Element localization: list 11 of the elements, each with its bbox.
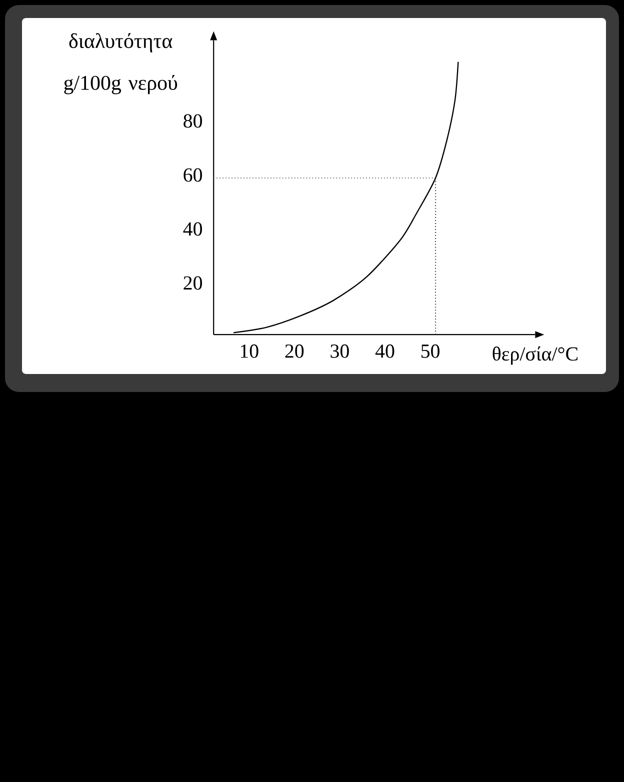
x-tick-label: 40 <box>375 344 394 358</box>
x-axis-title: θερ/σία/°C <box>492 346 578 365</box>
x-tick-label: 10 <box>240 344 258 358</box>
y-axis-title: διαλυτότητα g/100g νερού <box>64 33 178 94</box>
x-tick-label: 50 <box>421 344 440 358</box>
x-tick-label: 20 <box>285 344 304 358</box>
y-tick-label: 20 <box>184 276 202 290</box>
y-tick-label: 80 <box>184 114 202 128</box>
y-tick-label: 40 <box>183 222 202 236</box>
x-tick-label: 30 <box>330 344 349 358</box>
y-tick-label: 60 <box>184 168 202 182</box>
